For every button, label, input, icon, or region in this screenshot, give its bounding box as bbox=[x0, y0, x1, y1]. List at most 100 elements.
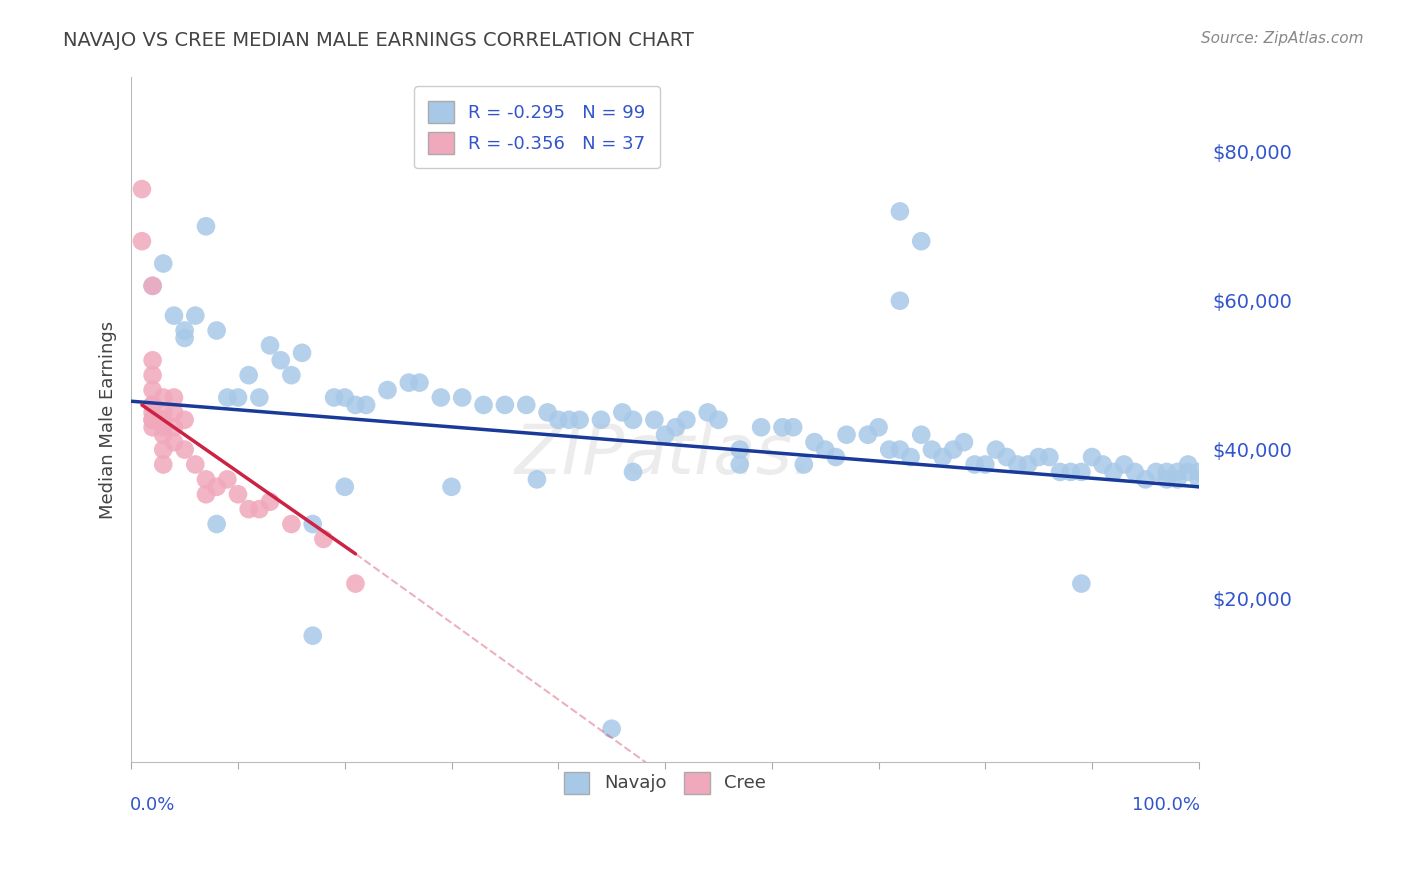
Point bbox=[280, 368, 302, 383]
Point bbox=[238, 368, 260, 383]
Point bbox=[1123, 465, 1146, 479]
Point bbox=[1102, 465, 1125, 479]
Point bbox=[142, 413, 165, 427]
Point bbox=[835, 427, 858, 442]
Point bbox=[600, 722, 623, 736]
Point bbox=[152, 442, 174, 457]
Point bbox=[728, 442, 751, 457]
Point bbox=[184, 309, 207, 323]
Point bbox=[152, 391, 174, 405]
Point bbox=[398, 376, 420, 390]
Point bbox=[173, 442, 195, 457]
Point bbox=[152, 427, 174, 442]
Point bbox=[142, 413, 165, 427]
Text: ZIPatlas.: ZIPatlas. bbox=[515, 420, 815, 488]
Point bbox=[1188, 472, 1211, 486]
Point bbox=[1112, 458, 1135, 472]
Point bbox=[900, 450, 922, 464]
Point bbox=[194, 472, 217, 486]
Point bbox=[931, 450, 953, 464]
Point bbox=[921, 442, 943, 457]
Point bbox=[142, 368, 165, 383]
Point bbox=[942, 442, 965, 457]
Point bbox=[270, 353, 292, 368]
Point bbox=[173, 331, 195, 345]
Point bbox=[1007, 458, 1029, 472]
Point bbox=[377, 383, 399, 397]
Point bbox=[217, 391, 239, 405]
Point bbox=[163, 309, 186, 323]
Point bbox=[526, 472, 548, 486]
Point bbox=[547, 413, 569, 427]
Point bbox=[1038, 450, 1060, 464]
Point bbox=[856, 427, 879, 442]
Point bbox=[142, 278, 165, 293]
Point bbox=[772, 420, 794, 434]
Point bbox=[1177, 465, 1199, 479]
Point bbox=[1028, 450, 1050, 464]
Point bbox=[889, 442, 911, 457]
Point bbox=[1081, 450, 1104, 464]
Point bbox=[259, 338, 281, 352]
Point bbox=[910, 234, 932, 248]
Point bbox=[142, 383, 165, 397]
Point bbox=[974, 458, 997, 472]
Point bbox=[142, 353, 165, 368]
Point bbox=[1156, 472, 1178, 486]
Point bbox=[194, 487, 217, 501]
Point bbox=[344, 576, 367, 591]
Point bbox=[173, 324, 195, 338]
Point bbox=[142, 278, 165, 293]
Point bbox=[131, 234, 153, 248]
Point bbox=[163, 391, 186, 405]
Point bbox=[238, 502, 260, 516]
Point bbox=[173, 413, 195, 427]
Point bbox=[142, 420, 165, 434]
Point bbox=[152, 420, 174, 434]
Point bbox=[707, 413, 730, 427]
Point bbox=[612, 405, 634, 419]
Point bbox=[152, 413, 174, 427]
Point bbox=[995, 450, 1018, 464]
Point bbox=[621, 413, 644, 427]
Point bbox=[1070, 465, 1092, 479]
Point bbox=[333, 480, 356, 494]
Point bbox=[1091, 458, 1114, 472]
Point bbox=[1188, 465, 1211, 479]
Point bbox=[536, 405, 558, 419]
Point bbox=[205, 480, 228, 494]
Point bbox=[1156, 465, 1178, 479]
Point bbox=[333, 391, 356, 405]
Point bbox=[696, 405, 718, 419]
Point bbox=[142, 398, 165, 412]
Point bbox=[824, 450, 846, 464]
Point bbox=[152, 405, 174, 419]
Point bbox=[1177, 458, 1199, 472]
Point bbox=[163, 405, 186, 419]
Text: 100.0%: 100.0% bbox=[1132, 797, 1199, 814]
Point bbox=[194, 219, 217, 234]
Point bbox=[280, 516, 302, 531]
Point bbox=[1017, 458, 1039, 472]
Point bbox=[814, 442, 837, 457]
Point bbox=[515, 398, 537, 412]
Point bbox=[312, 532, 335, 546]
Point bbox=[889, 293, 911, 308]
Point bbox=[152, 256, 174, 270]
Point bbox=[291, 346, 314, 360]
Point bbox=[344, 398, 367, 412]
Text: NAVAJO VS CREE MEDIAN MALE EARNINGS CORRELATION CHART: NAVAJO VS CREE MEDIAN MALE EARNINGS CORR… bbox=[63, 31, 695, 50]
Point bbox=[301, 629, 323, 643]
Point bbox=[910, 427, 932, 442]
Text: 0.0%: 0.0% bbox=[131, 797, 176, 814]
Point bbox=[494, 398, 516, 412]
Point bbox=[1135, 472, 1157, 486]
Point bbox=[184, 458, 207, 472]
Point bbox=[654, 427, 676, 442]
Point bbox=[568, 413, 591, 427]
Point bbox=[793, 458, 815, 472]
Point bbox=[728, 458, 751, 472]
Point bbox=[589, 413, 612, 427]
Point bbox=[675, 413, 697, 427]
Point bbox=[217, 472, 239, 486]
